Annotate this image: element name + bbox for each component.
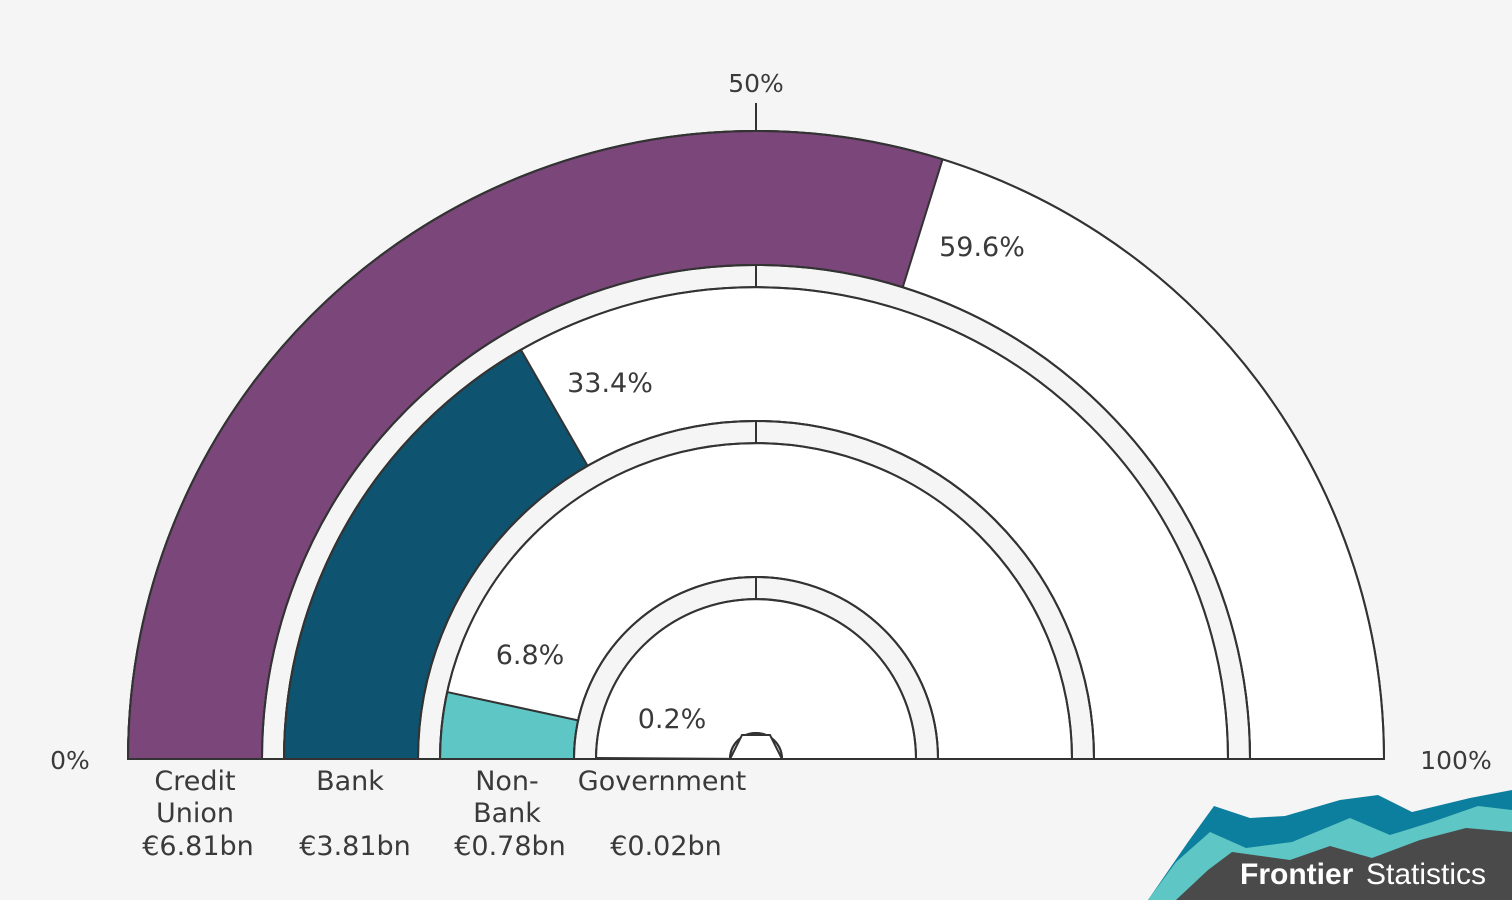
category-name-line: Credit bbox=[154, 766, 235, 797]
category-amount: €6.81bn bbox=[142, 831, 254, 862]
logo-mountain-front bbox=[1176, 828, 1512, 900]
ring-outline bbox=[595, 598, 917, 760]
ring-outline bbox=[261, 264, 1251, 760]
category-name-line: Government bbox=[578, 766, 746, 797]
ring-outline bbox=[439, 442, 1073, 760]
category-label-credit-union: Credit Union €6.81bn bbox=[142, 766, 254, 862]
frontier-statistics-logo: Frontier Statistics bbox=[1148, 790, 1512, 900]
ring-outline bbox=[127, 130, 1385, 760]
ring-gap bbox=[574, 577, 938, 759]
pct-label-government: 0.2% bbox=[638, 704, 707, 735]
pct-label-non-bank: 6.8% bbox=[496, 640, 565, 671]
scale-label-start: 0% bbox=[50, 746, 90, 775]
category-label-government: Government €0.02bn bbox=[578, 766, 746, 862]
logo-text-bold: Frontier bbox=[1240, 858, 1354, 891]
category-label-bank: Bank €3.81bn bbox=[299, 766, 411, 862]
category-name-line: Non- bbox=[475, 766, 539, 797]
category-name-line: Union bbox=[156, 798, 234, 829]
ring-outline bbox=[729, 732, 783, 760]
gauge-rings bbox=[126, 103, 1386, 760]
category-name-line: Bank bbox=[473, 798, 541, 829]
pct-label-bank: 33.4% bbox=[567, 368, 653, 399]
category-amount: €0.02bn bbox=[610, 831, 722, 862]
category-amount: €0.78bn bbox=[454, 831, 566, 862]
ring-outline bbox=[417, 420, 1095, 760]
category-amount: €3.81bn bbox=[299, 831, 411, 862]
category-label-non-bank: Non- Bank €0.78bn bbox=[454, 766, 566, 862]
logo-text-light: Statistics bbox=[1366, 858, 1486, 891]
scale-label-mid: 50% bbox=[728, 69, 784, 98]
pct-label-credit-union: 59.6% bbox=[939, 232, 1025, 263]
scale-label-end: 100% bbox=[1420, 746, 1491, 775]
ring-outline bbox=[573, 576, 939, 760]
ring-outline bbox=[283, 286, 1229, 760]
category-name-line: Bank bbox=[316, 766, 384, 797]
